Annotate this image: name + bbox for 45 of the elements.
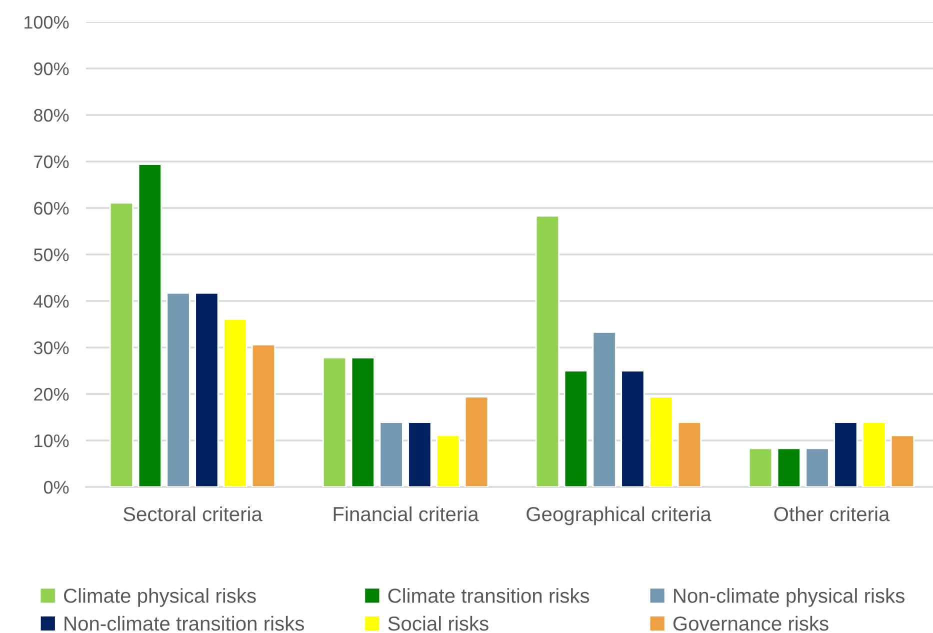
y-tick-label: 40% xyxy=(34,294,69,308)
bar xyxy=(748,448,773,487)
y-tick-label: 60% xyxy=(34,202,69,215)
bar xyxy=(464,396,489,487)
bar xyxy=(776,448,801,487)
y-tick-label: 0% xyxy=(44,480,69,494)
legend-label: Governance risks xyxy=(673,616,828,631)
y-tick-label: 10% xyxy=(34,434,69,448)
y-tick-label: 30% xyxy=(34,341,69,354)
bar xyxy=(109,202,134,487)
x-tick-label: Other criteria xyxy=(774,506,890,522)
x-tick-label: Financial criteria xyxy=(334,506,479,522)
bar xyxy=(649,396,674,487)
bar xyxy=(350,357,375,487)
x-tick-label: Geographical criteria xyxy=(526,506,712,526)
bar xyxy=(194,292,219,487)
bar xyxy=(223,318,248,487)
bar xyxy=(890,434,915,487)
bar xyxy=(592,331,616,487)
x-tick-label: Sectoral criteria xyxy=(123,506,262,522)
y-tick-label: 100% xyxy=(24,16,69,29)
y-tick-label: 70% xyxy=(34,155,69,168)
legend-label: Non-climate transition risks xyxy=(64,616,304,631)
bar xyxy=(379,422,404,487)
bar xyxy=(535,215,560,487)
bar xyxy=(862,422,886,487)
y-tick-label: 20% xyxy=(34,388,69,401)
legend-label: Climate physical risks xyxy=(64,588,256,607)
legend-label: Climate transition risks xyxy=(388,588,590,603)
bar xyxy=(805,448,830,487)
bar xyxy=(322,357,347,487)
bar xyxy=(436,434,460,487)
legend-label: Non-climate physical risks xyxy=(674,588,904,607)
bar xyxy=(834,422,858,487)
bar xyxy=(620,370,645,487)
y-tick-label: 80% xyxy=(34,108,69,122)
bar xyxy=(408,422,432,487)
bar xyxy=(251,344,276,487)
y-tick-label: 50% xyxy=(34,248,69,262)
y-tick-label: 90% xyxy=(34,62,69,76)
bar xyxy=(564,370,588,487)
bar xyxy=(677,422,702,487)
bar xyxy=(138,164,162,487)
bar xyxy=(166,292,190,487)
legend-label: Social risks xyxy=(388,616,488,631)
